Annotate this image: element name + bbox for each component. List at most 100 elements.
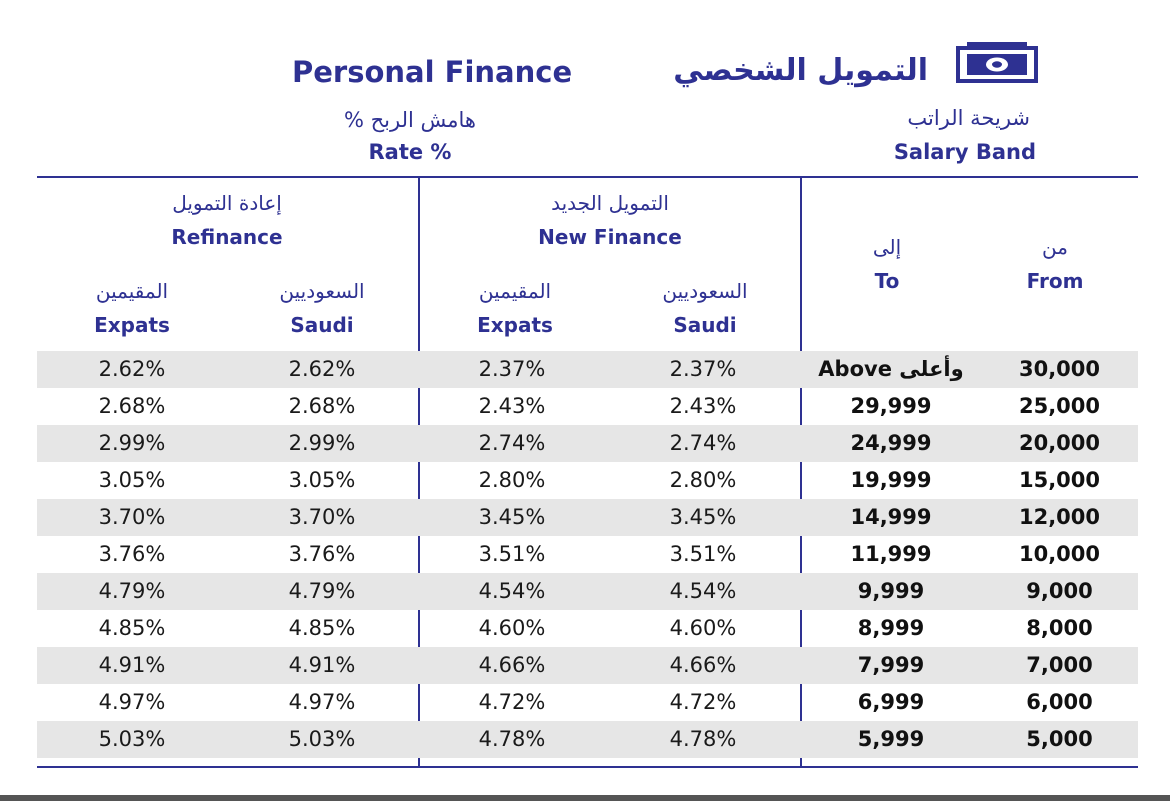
cell-new-finance-expats: 2.80%	[478, 468, 546, 492]
column-header-new-saudi: السعوديين Saudi	[610, 274, 800, 342]
column-label-ar: السعوديين	[279, 279, 365, 303]
cell-refinance-saudi: 4.79%	[288, 579, 356, 603]
cell-new-finance-saudi: 4.60%	[669, 616, 737, 640]
page-title-en: Personal Finance	[292, 55, 573, 89]
cell-new-finance-expats: 4.72%	[478, 690, 546, 714]
cell-new-finance-saudi: 3.51%	[669, 542, 737, 566]
group-divider-left	[418, 176, 420, 768]
cell-refinance-expats: 5.03%	[98, 727, 166, 751]
cell-new-finance-expats: 4.78%	[478, 727, 546, 751]
group-header-new-finance: التمويل الجديد New Finance	[420, 186, 800, 254]
column-label-en: Saudi	[673, 313, 737, 337]
cell-refinance-expats: 3.05%	[98, 468, 166, 492]
cell-refinance-expats: 4.79%	[98, 579, 166, 603]
table-row: 3.70% 3.70% 3.45% 3.45% 14,999 12,000	[37, 499, 1138, 536]
column-header-ref-expats: المقيمين Expats	[37, 274, 227, 342]
cell-refinance-saudi: 2.68%	[288, 394, 356, 418]
cell-refinance-saudi: 4.85%	[288, 616, 356, 640]
table-row: 5.03% 5.03% 4.78% 4.78% 5,999 5,000	[37, 721, 1138, 758]
column-label-ar: إلى	[872, 235, 902, 259]
cell-refinance-saudi: 3.70%	[288, 505, 356, 529]
page-title-ar: التمويل الشخصي	[673, 53, 928, 88]
table-row: 2.99% 2.99% 2.74% 2.74% 24,999 20,000	[37, 425, 1138, 462]
table-row: 4.79% 4.79% 4.54% 4.54% 9,999 9,000	[37, 573, 1138, 610]
cell-new-finance-saudi: 2.74%	[669, 431, 737, 455]
cell-new-finance-expats: 4.54%	[478, 579, 546, 603]
cell-salary-to: Above وأعلى	[818, 357, 964, 381]
cell-refinance-expats: 4.97%	[98, 690, 166, 714]
column-header-from: من From	[972, 230, 1138, 298]
cell-refinance-saudi: 2.99%	[288, 431, 356, 455]
cell-salary-from: 8,000	[1026, 616, 1093, 640]
cell-refinance-expats: 3.76%	[98, 542, 166, 566]
bottom-edge-bar	[0, 795, 1170, 801]
column-label-en: Saudi	[290, 313, 354, 337]
cell-refinance-saudi: 2.62%	[288, 357, 356, 381]
cell-refinance-expats: 2.68%	[98, 394, 166, 418]
group-header-refinance: إعادة التمويل Refinance	[37, 186, 417, 254]
cell-salary-from: 5,000	[1026, 727, 1093, 751]
money-icon	[956, 42, 1038, 83]
cell-refinance-saudi: 5.03%	[288, 727, 356, 751]
column-label-ar: المقيمين	[95, 279, 169, 303]
group-divider-right	[800, 176, 802, 768]
column-label-ar: السعوديين	[662, 279, 748, 303]
cell-salary-to: 7,999	[857, 653, 925, 677]
cell-salary-from: 7,000	[1026, 653, 1093, 677]
cell-new-finance-saudi: 2.80%	[669, 468, 737, 492]
column-label-ar: من	[1042, 235, 1068, 259]
table-bottom-rule	[37, 766, 1138, 768]
column-label-en: Expats	[477, 313, 553, 337]
cell-salary-to: 5,999	[857, 727, 925, 751]
cell-new-finance-saudi: 4.66%	[669, 653, 737, 677]
cell-refinance-expats: 2.99%	[98, 431, 166, 455]
cell-refinance-saudi: 3.05%	[288, 468, 356, 492]
cell-refinance-expats: 4.85%	[98, 616, 166, 640]
group-label-ar: التمويل الجديد	[551, 191, 669, 215]
cell-salary-from: 10,000	[1018, 542, 1101, 566]
table-row: 2.68% 2.68% 2.43% 2.43% 29,999 25,000	[37, 388, 1138, 425]
column-label-en: From	[1026, 269, 1084, 293]
cell-new-finance-saudi: 4.72%	[669, 690, 737, 714]
cell-new-finance-saudi: 3.45%	[669, 505, 737, 529]
cell-salary-from: 30,000	[1018, 357, 1101, 381]
table-row: 4.91% 4.91% 4.66% 4.66% 7,999 7,000	[37, 647, 1138, 684]
table-row: 4.97% 4.97% 4.72% 4.72% 6,999 6,000	[37, 684, 1138, 721]
cell-salary-from: 15,000	[1018, 468, 1101, 492]
cell-new-finance-saudi: 4.78%	[669, 727, 737, 751]
column-header-ref-saudi: السعوديين Saudi	[227, 274, 417, 342]
table-row: 4.85% 4.85% 4.60% 4.60% 8,999 8,000	[37, 610, 1138, 647]
table-top-rule	[37, 176, 1138, 178]
table-row: 3.05% 3.05% 2.80% 2.80% 19,999 15,000	[37, 462, 1138, 499]
cell-new-finance-expats: 4.66%	[478, 653, 546, 677]
cell-new-finance-saudi: 2.37%	[669, 357, 737, 381]
column-label-ar: المقيمين	[478, 279, 552, 303]
rate-label-ar: هامش الربح %	[343, 108, 477, 132]
group-label-en: New Finance	[538, 225, 682, 249]
cell-salary-to: 14,999	[850, 505, 932, 529]
cell-new-finance-expats: 3.45%	[478, 505, 546, 529]
cell-salary-to: 9,999	[857, 579, 925, 603]
cell-salary-to: 6,999	[857, 690, 925, 714]
cell-salary-to: 24,999	[850, 431, 932, 455]
cell-new-finance-saudi: 2.43%	[669, 394, 737, 418]
cell-new-finance-expats: 2.74%	[478, 431, 546, 455]
cell-salary-to: 11,999	[850, 542, 932, 566]
table-row: 3.76% 3.76% 3.51% 3.51% 11,999 10,000	[37, 536, 1138, 573]
cell-new-finance-expats: 2.37%	[478, 357, 546, 381]
salary-band-label-en: Salary Band	[893, 140, 1036, 164]
cell-new-finance-expats: 3.51%	[478, 542, 546, 566]
cell-refinance-saudi: 3.76%	[288, 542, 356, 566]
cell-refinance-expats: 4.91%	[98, 653, 166, 677]
cell-new-finance-saudi: 4.54%	[669, 579, 737, 603]
group-label-ar: إعادة التمويل	[172, 191, 282, 215]
cell-refinance-expats: 3.70%	[98, 505, 166, 529]
rate-label-en: Rate %	[368, 140, 452, 164]
column-header-new-expats: المقيمين Expats	[420, 274, 610, 342]
cell-salary-from: 9,000	[1026, 579, 1093, 603]
cell-refinance-saudi: 4.91%	[288, 653, 356, 677]
column-header-to: إلى To	[802, 230, 972, 298]
cell-refinance-saudi: 4.97%	[288, 690, 356, 714]
column-label-en: Expats	[94, 313, 170, 337]
cell-salary-from: 25,000	[1018, 394, 1101, 418]
